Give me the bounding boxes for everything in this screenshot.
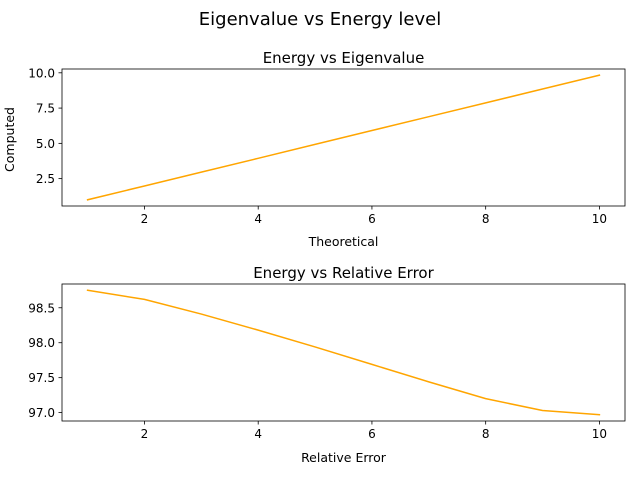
plot-area: 2 4 6 8 10 97.0 97.5 98.0 98.5 [28,283,626,441]
series-line [86,289,601,416]
y-tick-label: 5.0 [36,137,55,151]
subplot-title: Energy vs Relative Error [253,264,434,282]
x-tick-label: 6 [368,427,376,441]
y-tick-label: 97.0 [28,406,55,420]
x-axis-label: Theoretical [308,234,379,249]
x-tick-label: 4 [254,212,262,226]
y-tick-label: 10.0 [28,66,55,80]
y-tick-label: 98.5 [28,301,55,315]
axes-frame [61,283,626,422]
x-tick-label: 6 [368,212,376,226]
figure-title: Eigenvalue vs Energy level [199,9,441,30]
subplot-title: Energy vs Eigenvalue [263,49,425,67]
x-tick-label: 4 [254,427,262,441]
x-tick-label: 8 [482,212,490,226]
x-tick-label: 2 [141,212,149,226]
y-axis-label: Computed [2,107,17,172]
subplot-relative-error: Energy vs Relative Error Relative Error … [28,264,626,465]
y-tick-label: 98.0 [28,336,55,350]
x-axis-label: Relative Error [301,450,387,465]
x-tick-label: 2 [141,427,149,441]
plot-area: 2 4 6 8 10 2.5 5.0 7.5 10.0 [28,66,626,226]
y-tick-label: 2.5 [36,172,55,186]
series-line [86,74,601,201]
subplot-eigenvalue: Energy vs Eigenvalue Theoretical Compute… [2,49,626,249]
x-tick-label: 10 [592,212,607,226]
axes-frame [61,68,626,207]
y-tick-label: 97.5 [28,371,55,385]
x-tick-label: 10 [592,427,607,441]
x-tick-label: 8 [482,427,490,441]
y-tick-label: 7.5 [36,102,55,116]
